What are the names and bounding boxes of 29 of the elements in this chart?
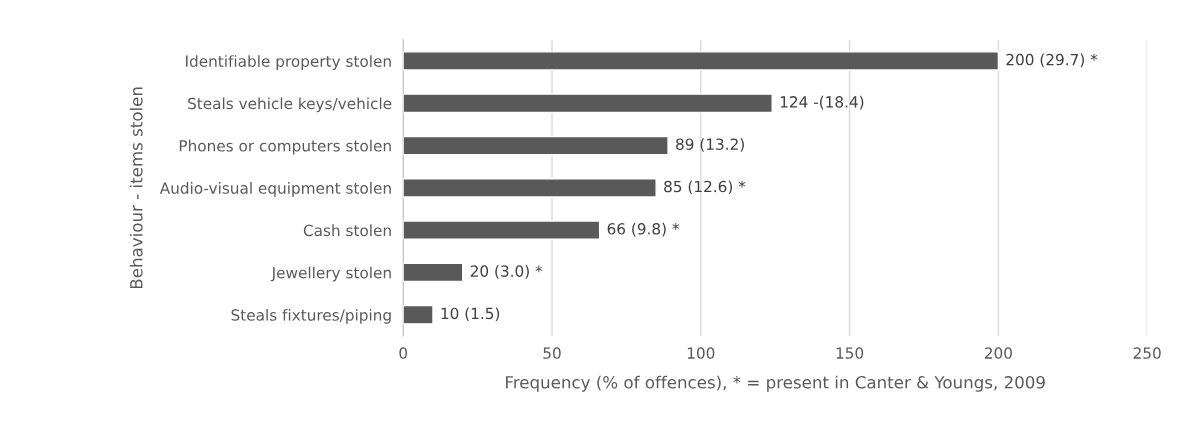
x-tick-label: 250 — [1133, 347, 1161, 359]
x-tick-label: 0 — [399, 347, 408, 359]
bar — [403, 135, 669, 156]
data-label: 85 (12.6) * — [664, 180, 746, 195]
y-tick-label: Phones or computers stolen — [179, 139, 391, 155]
data-label: 200 (29.7) * — [1006, 53, 1098, 68]
bar — [403, 220, 601, 240]
x-tick-label: 100 — [687, 347, 715, 359]
bar — [403, 262, 464, 283]
data-label: 124 -(18.4) — [780, 95, 864, 110]
data-label: 20 (3.0) * — [470, 265, 543, 279]
data-label: 10 (1.5) — [441, 307, 500, 321]
data-label: 89 (13.2) — [676, 138, 744, 152]
y-tick-label: Steals fixtures/piping — [231, 308, 391, 324]
bar — [403, 93, 773, 114]
y-tick-label: Steals vehicle keys/vehicle — [188, 97, 392, 113]
y-tick-label: Audio-visual equipment stolen — [159, 182, 391, 197]
bar — [403, 51, 1000, 71]
y-tick-label: Identifiable property stolen — [186, 55, 391, 70]
x-tick-label: 150 — [836, 347, 864, 359]
x-tick-label: 200 — [984, 347, 1012, 359]
bar — [403, 304, 434, 325]
y-tick-label: Cash stolen — [303, 224, 391, 237]
y-tick-label: Jewellery stolen — [270, 266, 391, 282]
bar — [403, 178, 657, 198]
x-axis-title: Frequency (% of offences), * = present in Canter & Youngs, 2009 — [506, 375, 1045, 392]
x-tick-label: 50 — [543, 347, 561, 359]
y-axis-title: Behaviour - items stolen — [129, 87, 143, 289]
data-label: 66 (9.8) * — [607, 222, 680, 237]
